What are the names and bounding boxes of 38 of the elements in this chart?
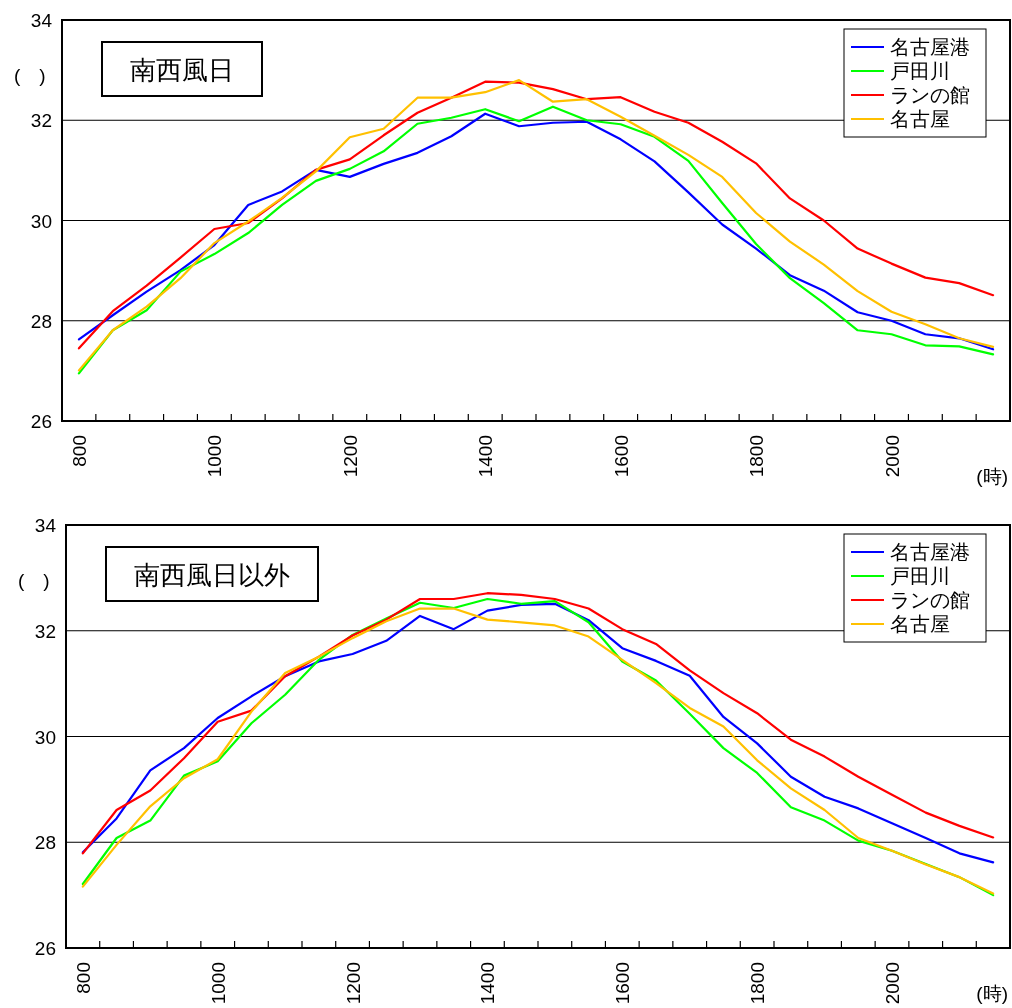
title: 南西風日以外 bbox=[105, 546, 319, 602]
x-tick-label: 1200 bbox=[339, 435, 361, 478]
y-tick-label: 34 bbox=[30, 10, 53, 31]
x-axis-title: (時) bbox=[976, 466, 1008, 487]
x-tick-label: 1400 bbox=[477, 962, 499, 1005]
x-tick-label: 800 bbox=[68, 435, 90, 467]
legend-label: ランの館 bbox=[890, 589, 970, 611]
legend-label: 名古屋港 bbox=[890, 36, 970, 58]
y-axis-title: ( ) bbox=[14, 65, 46, 86]
x-tick-label: 1400 bbox=[475, 435, 497, 478]
y-tick-label: 32 bbox=[30, 110, 52, 132]
y-tick-label: 30 bbox=[30, 210, 52, 232]
legend-label: 名古屋 bbox=[890, 108, 950, 130]
x-tick-label: 1800 bbox=[747, 962, 769, 1005]
y-tick-label: 32 bbox=[34, 620, 56, 642]
y-tick-label: 28 bbox=[30, 310, 52, 332]
legend-label: 戸田川 bbox=[890, 60, 950, 82]
x-axis-title: (時) bbox=[976, 983, 1008, 1004]
y-tick-label: 28 bbox=[34, 832, 56, 854]
y-tick-label: 30 bbox=[34, 726, 56, 748]
legend-label: 戸田川 bbox=[890, 565, 950, 587]
x-tick-label: 800 bbox=[72, 962, 94, 994]
x-tick-label: 1200 bbox=[342, 962, 364, 1005]
x-tick-label: 1600 bbox=[612, 962, 634, 1005]
y-tick-label: 26 bbox=[34, 938, 56, 959]
x-tick-label: 2000 bbox=[882, 962, 903, 1005]
x-tick-label: 1000 bbox=[207, 962, 229, 1005]
title: 南西風日 bbox=[101, 41, 263, 97]
x-tick-label: 1800 bbox=[746, 435, 768, 478]
y-axis-title: ( ) bbox=[18, 570, 50, 591]
y-tick-label: 26 bbox=[30, 411, 52, 432]
legend-label: 名古屋港 bbox=[890, 541, 970, 563]
legend-label: ランの館 bbox=[890, 84, 970, 106]
x-tick-label: 1000 bbox=[204, 435, 226, 478]
legend-label: 名古屋 bbox=[890, 613, 950, 635]
x-tick-label: 1600 bbox=[610, 435, 632, 478]
x-tick-label: 2000 bbox=[881, 435, 903, 478]
y-tick-label: 34 bbox=[34, 515, 57, 536]
